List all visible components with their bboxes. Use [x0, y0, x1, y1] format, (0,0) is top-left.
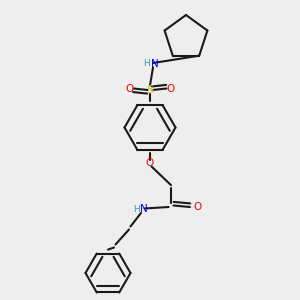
- Text: N: N: [140, 204, 147, 214]
- Text: O: O: [167, 83, 175, 94]
- Text: H: H: [133, 205, 140, 214]
- Text: O: O: [194, 202, 202, 212]
- Text: S: S: [146, 85, 154, 95]
- Text: N: N: [151, 59, 158, 69]
- Text: H: H: [144, 59, 150, 68]
- Text: O: O: [146, 158, 154, 169]
- Text: O: O: [125, 83, 133, 94]
